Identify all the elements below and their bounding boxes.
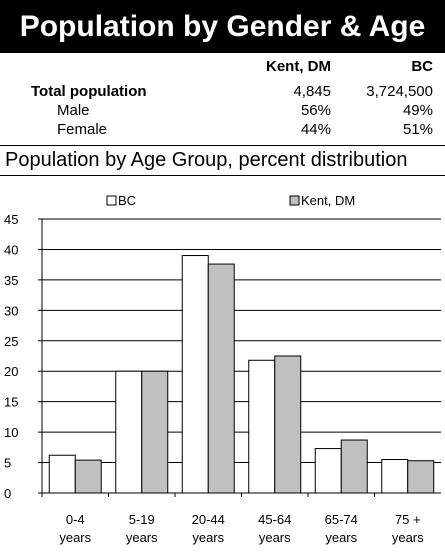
male-bc-value: 49% [402, 102, 433, 119]
total-bc-value: 3,724,500 [366, 83, 433, 100]
y-tick-label: 0 [4, 486, 11, 501]
y-tick-label: 45 [4, 212, 18, 227]
x-tick-label: years [325, 530, 357, 545]
y-tick-label: 30 [4, 303, 18, 318]
total-kent-value: 4,845 [293, 83, 331, 100]
bar-kent [407, 460, 435, 494]
page-title: Population by Gender & Age [0, 0, 445, 53]
bar-bc [115, 370, 143, 494]
column-header-kent: Kent, DM [266, 58, 331, 75]
x-tick-label: years [59, 530, 91, 545]
row-label-total: Total population [31, 83, 147, 100]
legend-bc-label: BC [118, 193, 136, 208]
row-label-female: Female [57, 121, 108, 138]
y-tick-label: 20 [4, 364, 18, 379]
row-label-male: Male [57, 102, 90, 119]
male-kent-value: 56% [300, 102, 331, 119]
x-tick-label: years [126, 530, 158, 545]
bar-bc [314, 448, 342, 494]
bar-kent [340, 439, 368, 494]
x-tick-label: years [259, 530, 291, 545]
female-bc-value: 51% [402, 121, 433, 138]
bar-kent [207, 263, 235, 494]
chart-svg: 0 5 10 15 20 25 30 35 40 45 0-4 years 5-19 years 20-44… [4, 193, 441, 545]
y-tick-label: 35 [4, 273, 18, 288]
x-tick-label: 0-4 [66, 512, 85, 527]
bar-bc [381, 459, 409, 494]
y-tick-label: 10 [4, 425, 18, 440]
x-tick-label: years [392, 530, 424, 545]
x-tick-label: 65-74 [325, 512, 358, 527]
total-population-row: Total population 4,845 3,724,500 [0, 82, 445, 101]
y-tick-label: 5 [4, 456, 11, 471]
age-distribution-chart: 0 5 10 15 20 25 30 35 40 45 0-4 years 5-19 years 20-44… [0, 176, 445, 552]
female-row: Female 44% 51% [0, 120, 445, 139]
y-tick-label: 40 [4, 242, 18, 257]
male-row: Male 56% 49% [0, 101, 445, 120]
legend-kent-swatch [289, 195, 300, 206]
x-tick-label: 75 + [395, 512, 421, 527]
legend-kent-label: Kent, DM [301, 193, 355, 208]
x-tick-label: 20-44 [192, 512, 225, 527]
bar-kent [74, 459, 102, 494]
summary-header-row: Kent, DM BC [0, 57, 445, 76]
chart-section-title: Population by Age Group, percent distrib… [0, 145, 445, 176]
female-kent-value: 44% [300, 121, 331, 138]
column-header-bc: BC [411, 58, 433, 75]
bar-bc [48, 454, 76, 494]
bar-kent [141, 370, 169, 494]
y-tick-label: 25 [4, 334, 18, 349]
x-tick-label: years [192, 530, 224, 545]
legend-bc-swatch [106, 195, 117, 206]
y-tick-label: 15 [4, 395, 18, 410]
bar-bc [248, 359, 276, 494]
population-summary-table: Kent, DM BC Total population 4,845 3,724… [0, 53, 445, 145]
bar-kent [274, 355, 302, 494]
x-tick-label: 45-64 [258, 512, 291, 527]
x-tick-label: 5-19 [129, 512, 155, 527]
bar-bc [181, 255, 209, 494]
